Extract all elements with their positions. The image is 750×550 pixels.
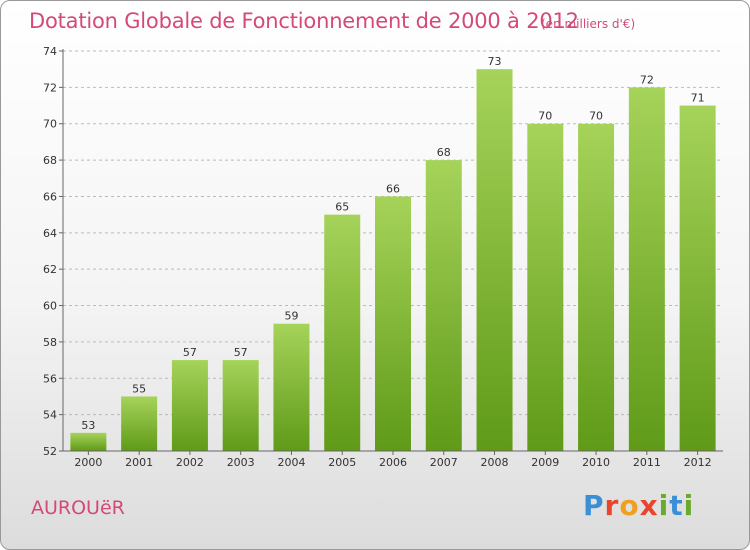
- logo-letter: t: [669, 489, 684, 522]
- y-tick-label: 62: [43, 263, 57, 276]
- bar: [273, 323, 310, 451]
- y-tick-label: 66: [43, 190, 57, 203]
- bars: [70, 69, 716, 452]
- x-tick-label: 2000: [74, 456, 102, 469]
- x-tick-label: 2004: [277, 456, 305, 469]
- bar: [628, 87, 665, 451]
- data-label: 70: [589, 110, 603, 123]
- x-tick-label: 2003: [227, 456, 255, 469]
- bar: [324, 214, 361, 451]
- bar: [476, 69, 513, 451]
- y-tick-label: 60: [43, 300, 57, 313]
- data-label: 70: [538, 110, 552, 123]
- data-label: 53: [81, 419, 95, 432]
- logo-letter: P: [583, 489, 605, 522]
- x-tick-label: 2008: [481, 456, 509, 469]
- logo-letter: x: [639, 489, 659, 522]
- y-tick-label: 52: [43, 445, 57, 458]
- y-tick-label: 74: [43, 45, 57, 58]
- data-label: 72: [640, 73, 654, 86]
- y-tick-label: 70: [43, 118, 57, 131]
- x-tick-label: 2011: [633, 456, 661, 469]
- x-tick-label: 2012: [684, 456, 712, 469]
- x-tick-label: 2002: [176, 456, 204, 469]
- y-tick-label: 58: [43, 336, 57, 349]
- bar: [121, 396, 158, 451]
- proxiti-logo[interactable]: Proxiti: [583, 489, 694, 522]
- y-tick-label: 54: [43, 409, 57, 422]
- bar: [222, 360, 259, 451]
- y-tick-label: 56: [43, 372, 57, 385]
- logo-letter: i: [658, 489, 670, 522]
- x-tick-label: 2010: [582, 456, 610, 469]
- bar: [425, 160, 462, 451]
- logo-letter: i: [683, 489, 695, 522]
- data-labels: 53 55 57 57 59 65 66 68 73 70 70 72 71: [81, 55, 704, 432]
- bar: [171, 360, 208, 451]
- bar: [375, 196, 411, 451]
- logo-letter: r: [604, 489, 620, 522]
- bar: [527, 123, 564, 452]
- axes: 52 54 56 58 60 62 64 66 68 70 72 74 2000 2001 2002 2003…: [43, 45, 723, 469]
- chart-unit: (en milliers d'€): [541, 17, 636, 31]
- x-tick-label: 2001: [125, 456, 153, 469]
- y-tick-label: 68: [43, 154, 57, 167]
- bar: [679, 105, 716, 451]
- data-label: 71: [691, 92, 705, 105]
- y-tick-label: 64: [43, 227, 57, 240]
- bar: [578, 123, 615, 452]
- data-label: 57: [183, 346, 197, 359]
- chart-title: Dotation Globale de Fonctionnement de 20…: [29, 9, 579, 33]
- y-tick-label: 72: [43, 81, 57, 94]
- commune-name: AUROUëR: [31, 497, 125, 519]
- data-label: 55: [132, 382, 146, 395]
- logo-letter: o: [619, 489, 640, 522]
- x-tick-label: 2005: [328, 456, 356, 469]
- x-tick-label: 2007: [430, 456, 458, 469]
- x-tick-label: 2006: [379, 456, 407, 469]
- bar: [70, 432, 107, 451]
- data-label: 65: [335, 201, 349, 214]
- x-tick-label: 2009: [531, 456, 559, 469]
- data-label: 57: [234, 346, 248, 359]
- data-label: 59: [284, 310, 298, 323]
- data-label: 68: [437, 146, 451, 159]
- data-label: 66: [386, 182, 400, 195]
- data-label: 73: [488, 55, 502, 68]
